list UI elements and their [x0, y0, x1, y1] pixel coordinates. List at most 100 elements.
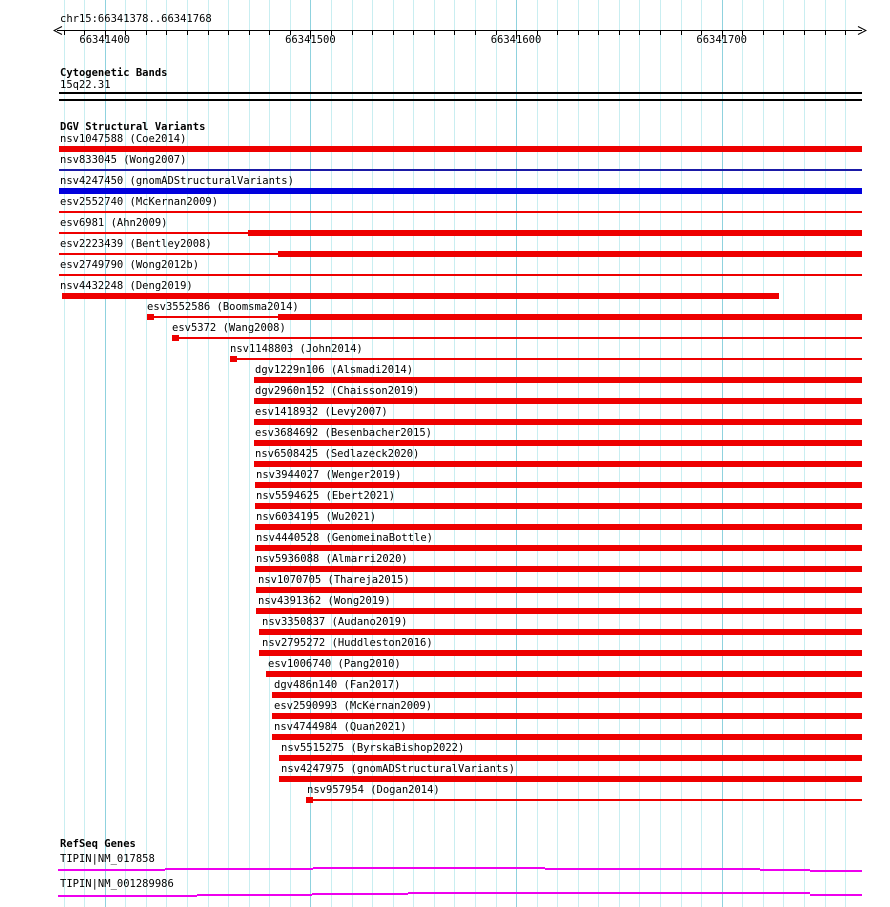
gene-transcript-line[interactable]	[58, 869, 165, 871]
variant-bar-thick[interactable]	[259, 650, 862, 656]
variant-label[interactable]: nsv1047588 (Coe2014)	[60, 133, 187, 145]
variant-label[interactable]: nsv4440528 (GenomeinaBottle)	[256, 532, 434, 544]
variant-bar-thick[interactable]	[254, 461, 862, 467]
gene-transcript-line[interactable]	[545, 868, 760, 870]
variant-label[interactable]: esv2552740 (McKernan2009)	[60, 196, 219, 208]
variant-bar-thick[interactable]	[248, 230, 862, 236]
variant-bar-thin[interactable]	[154, 316, 278, 318]
variant-bar-thick[interactable]	[255, 566, 862, 572]
variant-label[interactable]: esv1418932 (Levy2007)	[255, 406, 388, 418]
variant-bar-thick[interactable]	[59, 188, 862, 194]
variant-label[interactable]: nsv957954 (Dogan2014)	[307, 784, 440, 796]
variant-label[interactable]: nsv5594625 (Ebert2021)	[256, 490, 396, 502]
grid-line-minor	[63, 0, 65, 907]
gene-label[interactable]: TIPIN|NM_001289986	[60, 878, 174, 890]
variant-label[interactable]: nsv3350837 (Audano2019)	[262, 616, 408, 628]
variant-bar-thick[interactable]	[256, 587, 862, 593]
gene-transcript-line[interactable]	[760, 869, 810, 871]
variant-bar-thick[interactable]	[254, 440, 862, 446]
grid-line-major	[310, 0, 312, 907]
variant-bar-thin[interactable]	[59, 274, 862, 276]
variant-bar-thick[interactable]	[254, 398, 862, 404]
variant-label[interactable]: nsv5515275 (ByrskaBishop2022)	[281, 742, 465, 754]
variant-bar-thick[interactable]	[255, 503, 862, 509]
variant-label[interactable]: nsv4247450 (gnomADStructuralVariants)	[60, 175, 294, 187]
variant-bar-square[interactable]	[147, 314, 154, 320]
variant-label[interactable]: nsv4247975 (gnomADStructuralVariants)	[281, 763, 515, 775]
variant-label[interactable]: nsv6508425 (Sedlazeck2020)	[255, 448, 420, 460]
gene-transcript-line[interactable]	[810, 870, 862, 872]
variant-label[interactable]: esv2590993 (McKernan2009)	[274, 700, 433, 712]
variant-bar-thick[interactable]	[255, 545, 862, 551]
grid-line-minor	[598, 0, 600, 907]
variant-bar-thick[interactable]	[59, 146, 862, 152]
gene-transcript-line[interactable]	[58, 895, 197, 897]
grid-line-minor	[845, 0, 846, 907]
grid-line-minor	[269, 0, 271, 907]
variant-bar-square[interactable]	[172, 335, 179, 341]
variant-bar-thick[interactable]	[254, 377, 862, 383]
variant-bar-square[interactable]	[230, 356, 237, 362]
variant-label[interactable]: nsv4432248 (Deng2019)	[60, 280, 193, 292]
variant-label[interactable]: esv5372 (Wang2008)	[172, 322, 286, 334]
variant-bar-thick[interactable]	[278, 251, 862, 257]
cytogenetic-band-box[interactable]	[59, 92, 862, 101]
variant-label[interactable]: nsv3944027 (Wenger2019)	[256, 469, 402, 481]
variant-bar-thick[interactable]	[256, 608, 862, 614]
variant-bar-thick[interactable]	[266, 671, 862, 677]
variant-bar-thick[interactable]	[279, 755, 862, 761]
variant-label[interactable]: nsv1148803 (John2014)	[230, 343, 363, 355]
variant-bar-thin[interactable]	[179, 337, 862, 339]
grid-line-minor	[618, 0, 620, 907]
variant-bar-thick[interactable]	[278, 314, 862, 320]
variant-bar-thin[interactable]	[59, 211, 862, 213]
variant-label[interactable]: esv1006740 (Pang2010)	[268, 658, 401, 670]
variant-label[interactable]: nsv4744984 (Quan2021)	[274, 721, 407, 733]
variant-label[interactable]: esv2223439 (Bentley2008)	[60, 238, 212, 250]
ruler-tick-minor	[63, 31, 65, 35]
variant-bar-thin[interactable]	[59, 169, 862, 171]
gene-transcript-line[interactable]	[810, 894, 862, 896]
variant-label[interactable]: nsv6034195 (Wu2021)	[256, 511, 377, 523]
variant-bar-thick[interactable]	[272, 734, 862, 740]
variant-bar-thin[interactable]	[313, 799, 862, 801]
variant-label[interactable]: esv6981 (Ahn2009)	[60, 217, 168, 229]
variant-label[interactable]: dgv2960n152 (Chaisson2019)	[255, 385, 420, 397]
variant-bar-thick[interactable]	[272, 713, 862, 719]
variant-bar-thin[interactable]	[237, 358, 862, 360]
ruler-tick-major	[721, 31, 723, 39]
gene-transcript-line[interactable]	[197, 894, 312, 896]
variant-label[interactable]: nsv833045 (Wong2007)	[60, 154, 187, 166]
gene-transcript-line[interactable]	[313, 867, 545, 869]
variant-bar-thick[interactable]	[254, 419, 862, 425]
cytogenetic-band-label[interactable]: 15q22.31	[60, 79, 111, 91]
grid-line-major	[104, 0, 106, 907]
variant-label[interactable]: esv2749790 (Wong2012b)	[60, 259, 200, 271]
variant-bar-thin[interactable]	[59, 232, 248, 234]
gene-transcript-line[interactable]	[165, 868, 313, 870]
variant-label[interactable]: esv3552586 (Boomsma2014)	[147, 301, 299, 313]
gene-transcript-line[interactable]	[408, 892, 810, 894]
variant-label[interactable]: dgv1229n106 (Alsmadi2014)	[255, 364, 414, 376]
variant-bar-thick[interactable]	[259, 629, 862, 635]
variant-label[interactable]: nsv1070705 (Thareja2015)	[258, 574, 410, 586]
ruler-tick-minor	[598, 31, 600, 35]
ruler-tick-minor	[413, 31, 415, 35]
variant-bar-thick[interactable]	[279, 776, 862, 782]
variant-bar-square[interactable]	[306, 797, 313, 803]
grid-line-minor	[166, 0, 168, 907]
grid-line-minor	[660, 0, 661, 907]
gene-label[interactable]: TIPIN|NM_017858	[60, 853, 155, 865]
variant-label[interactable]: nsv2795272 (Huddleston2016)	[262, 637, 433, 649]
variant-bar-thick[interactable]	[62, 293, 779, 299]
variant-label[interactable]: nsv4391362 (Wong2019)	[258, 595, 391, 607]
variant-bar-thick[interactable]	[272, 692, 862, 698]
variant-bar-thick[interactable]	[255, 482, 862, 488]
variant-label[interactable]: nsv5936088 (Almarri2020)	[256, 553, 408, 565]
grid-line-major	[516, 0, 517, 907]
variant-bar-thick[interactable]	[255, 524, 862, 530]
variant-label[interactable]: dgv486n140 (Fan2017)	[274, 679, 401, 691]
variant-bar-thin[interactable]	[59, 253, 278, 255]
gene-transcript-line[interactable]	[312, 893, 408, 895]
variant-label[interactable]: esv3684692 (Besenbacher2015)	[255, 427, 433, 439]
